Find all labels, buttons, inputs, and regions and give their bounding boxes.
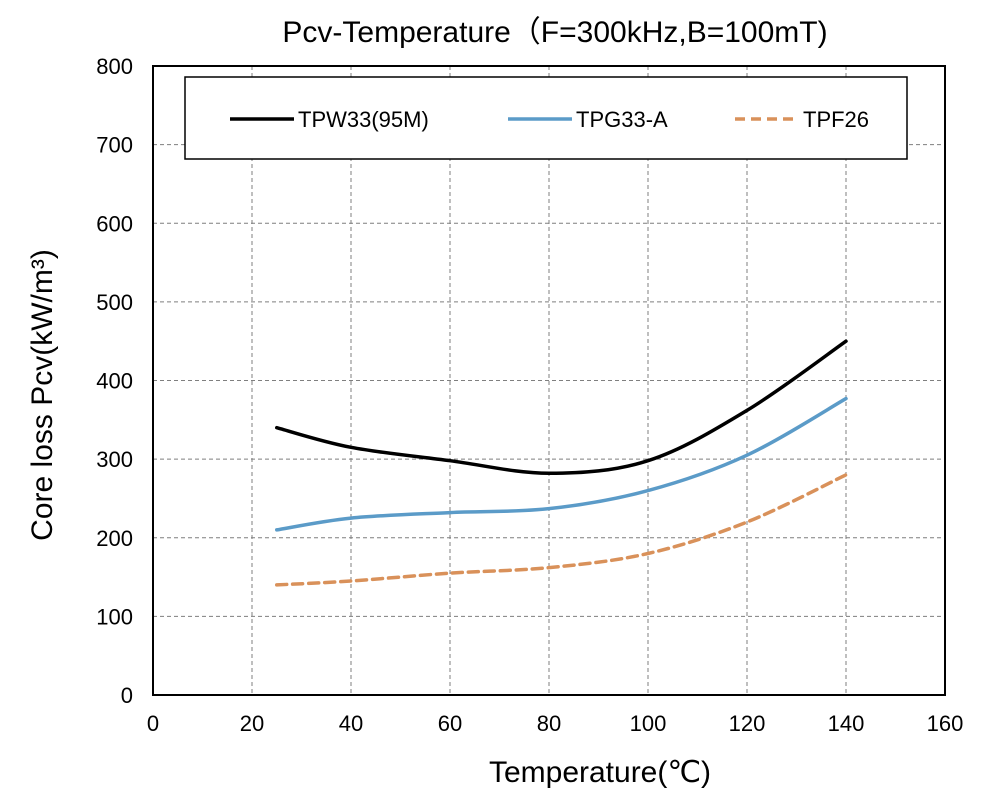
x-tick-label: 0: [147, 711, 159, 736]
x-tick-label: 100: [630, 711, 667, 736]
y-tick-label: 500: [96, 290, 133, 315]
y-tick-label: 400: [96, 369, 133, 394]
chart-title: Pcv-Temperature（F=300kHz,B=100mT): [282, 16, 827, 49]
legend: TPW33(95M) TPG33-A TPF26: [184, 76, 908, 160]
y-tick-label: 100: [96, 604, 133, 629]
y-tick-label: 0: [121, 683, 133, 708]
y-tick-label: 700: [96, 133, 133, 158]
plot-frame: [152, 65, 946, 696]
legend-label-1: TPW33(95M): [298, 107, 429, 132]
y-tick-label: 200: [96, 526, 133, 551]
x-tick-label: 40: [339, 711, 363, 736]
x-tick-label: 160: [927, 711, 964, 736]
y-axis-label: Core loss Pcv(kW/m³): [26, 249, 59, 541]
series-line-3: [275, 473, 848, 587]
x-tick-labels: 0 20 40 60 80 100 120 140 160: [147, 711, 963, 736]
legend-label-2: TPG33-A: [576, 107, 668, 132]
x-tick-label: 20: [240, 711, 264, 736]
x-tick-label: 120: [729, 711, 766, 736]
legend-label-3: TPF26: [803, 107, 869, 132]
series-layer: [275, 339, 848, 587]
y-tick-label: 800: [96, 54, 133, 79]
x-tick-label: 80: [537, 711, 561, 736]
grid: [153, 66, 945, 695]
y-tick-label: 300: [96, 447, 133, 472]
x-axis-label: Temperature(℃): [489, 756, 711, 789]
y-tick-labels: 0 100 200 300 400 500 600 700 800: [96, 54, 133, 708]
x-tick-label: 140: [828, 711, 865, 736]
x-tick-label: 60: [438, 711, 462, 736]
y-tick-label: 600: [96, 211, 133, 236]
series-line-2: [275, 396, 848, 532]
series-line-1: [275, 339, 848, 476]
